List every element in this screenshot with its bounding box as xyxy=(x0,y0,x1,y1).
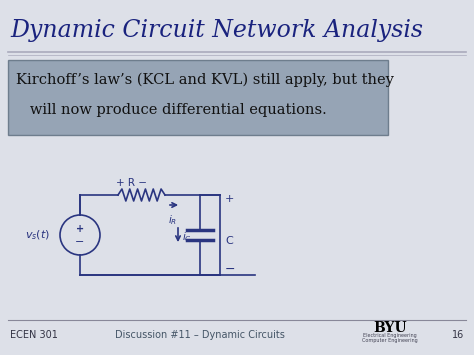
Text: Discussion #11 – Dynamic Circuits: Discussion #11 – Dynamic Circuits xyxy=(115,330,285,340)
Text: +: + xyxy=(225,194,234,204)
Text: BYU: BYU xyxy=(373,321,407,335)
Text: + R −: + R − xyxy=(116,178,147,188)
Text: ECEN 301: ECEN 301 xyxy=(10,330,58,340)
Text: $v_s(t)$: $v_s(t)$ xyxy=(26,228,51,242)
Text: −: − xyxy=(75,237,85,247)
Text: Dynamic Circuit Network Analysis: Dynamic Circuit Network Analysis xyxy=(10,18,423,42)
Text: Electrical Engineering
Computer Engineering: Electrical Engineering Computer Engineer… xyxy=(362,333,418,343)
Text: $i_R$: $i_R$ xyxy=(168,213,178,227)
Text: C: C xyxy=(225,236,233,246)
Text: will now produce differential equations.: will now produce differential equations. xyxy=(16,103,327,117)
Text: Kirchoff’s law’s (KCL and KVL) still apply, but they: Kirchoff’s law’s (KCL and KVL) still app… xyxy=(16,73,394,87)
Text: $i_C$: $i_C$ xyxy=(182,230,192,244)
FancyBboxPatch shape xyxy=(8,60,388,135)
Text: −: − xyxy=(225,262,236,275)
Text: 16: 16 xyxy=(452,330,464,340)
Text: +: + xyxy=(76,224,84,234)
